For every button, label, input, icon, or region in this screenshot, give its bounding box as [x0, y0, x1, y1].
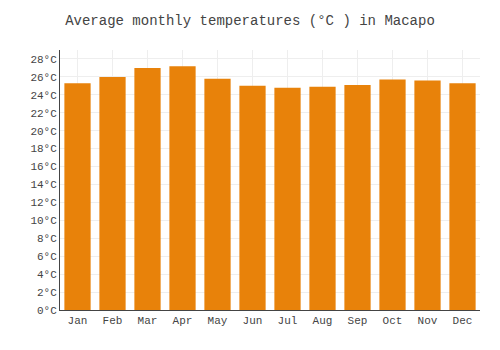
svg-text:Average monthly temperatures (: Average monthly temperatures (°C ) in Ma…	[65, 13, 435, 29]
svg-text:12°C: 12°C	[30, 197, 57, 209]
svg-text:6°C: 6°C	[37, 251, 57, 263]
svg-text:Dec: Dec	[453, 315, 473, 327]
svg-text:18°C: 18°C	[30, 143, 57, 155]
svg-text:Nov: Nov	[418, 315, 438, 327]
svg-text:Jun: Jun	[243, 315, 263, 327]
svg-text:4°C: 4°C	[37, 269, 57, 281]
svg-text:2°C: 2°C	[37, 287, 57, 299]
svg-text:Jul: Jul	[278, 315, 298, 327]
svg-text:26°C: 26°C	[30, 72, 57, 84]
svg-text:Aug: Aug	[313, 315, 333, 327]
svg-text:14°C: 14°C	[30, 179, 57, 191]
svg-text:Sep: Sep	[348, 315, 368, 327]
svg-text:0°C: 0°C	[37, 305, 57, 317]
svg-text:28°C: 28°C	[30, 54, 57, 66]
svg-text:May: May	[208, 315, 228, 327]
svg-text:20°C: 20°C	[30, 126, 57, 138]
svg-text:Apr: Apr	[173, 315, 193, 327]
svg-text:Jan: Jan	[68, 315, 88, 327]
svg-text:16°C: 16°C	[30, 161, 57, 173]
svg-text:24°C: 24°C	[30, 90, 57, 102]
svg-text:Mar: Mar	[138, 315, 158, 327]
svg-text:8°C: 8°C	[37, 233, 57, 245]
svg-text:Oct: Oct	[383, 315, 403, 327]
svg-text:Feb: Feb	[103, 315, 123, 327]
svg-text:10°C: 10°C	[30, 215, 57, 227]
svg-text:22°C: 22°C	[30, 108, 57, 120]
